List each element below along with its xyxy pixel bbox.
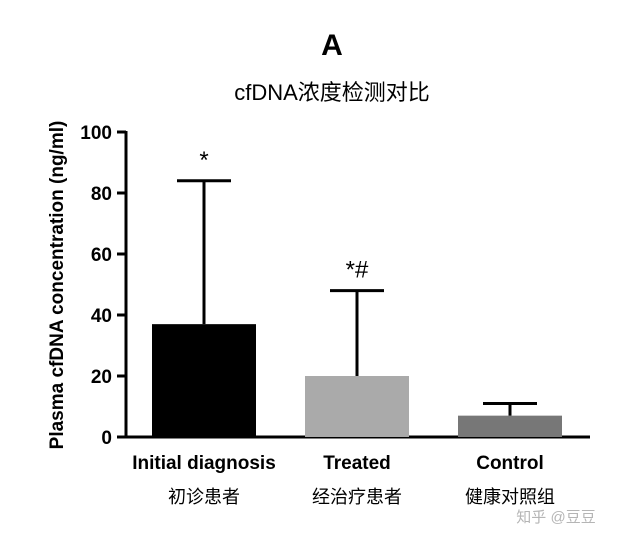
y-tick-label: 0	[101, 428, 112, 449]
annotations: * *#	[199, 147, 369, 284]
y-tick-label: 80	[91, 184, 112, 205]
bars	[152, 324, 562, 437]
x-category-label: Initial diagnosis	[132, 453, 276, 474]
bar-0	[152, 324, 256, 437]
panel-label: A	[321, 29, 343, 62]
y-tick-label: 40	[91, 306, 112, 327]
y-tick-label: 100	[80, 123, 112, 144]
bar-1	[305, 376, 409, 437]
y-tick-label: 20	[91, 367, 112, 388]
bar-2	[458, 415, 562, 437]
x-category-label-zh: 初诊患者	[168, 487, 240, 507]
x-category-label-zh: 经治疗患者	[312, 487, 402, 507]
x-categories: Initial diagnosis 初诊患者 Treated 经治疗患者 Control…	[132, 453, 555, 507]
y-tick-label: 60	[91, 245, 112, 266]
significance-label-0: *	[199, 147, 208, 174]
x-category-label: Control	[476, 453, 544, 474]
error-bars	[177, 179, 537, 416]
significance-label-1: *#	[346, 257, 369, 284]
x-category-label: Treated	[323, 453, 391, 474]
watermark: 知乎 @豆豆	[516, 509, 595, 526]
chart-title: cfDNA浓度检测对比	[234, 80, 430, 105]
y-axis-label: Plasma cfDNA concentration (ng/ml)	[47, 121, 68, 450]
x-category-label-zh: 健康对照组	[465, 487, 555, 507]
